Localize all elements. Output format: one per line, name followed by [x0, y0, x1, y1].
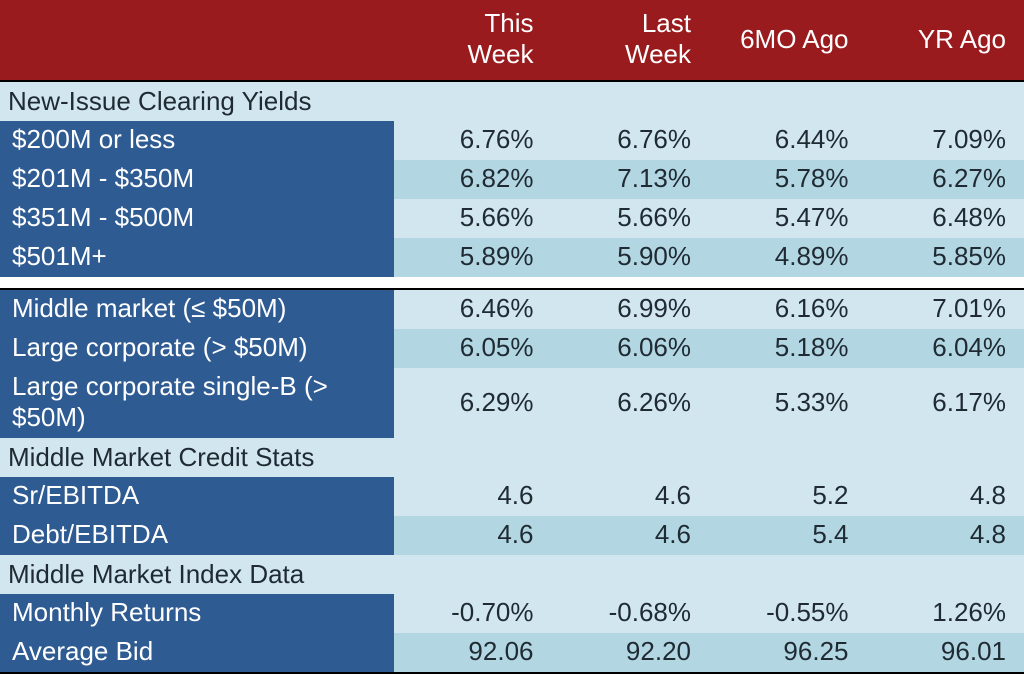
data-cell: 6.05% — [394, 329, 552, 368]
row-label: Middle market (≤ $50M) — [0, 289, 394, 329]
data-cell: 4.6 — [394, 516, 552, 555]
yields-table: This WeekLast Week6MO AgoYR AgoNew-Issue… — [0, 0, 1024, 674]
data-cell: 6.82% — [394, 160, 552, 199]
data-cell: 5.85% — [867, 238, 1024, 277]
data-cell: 92.06 — [394, 633, 552, 673]
data-cell: 1.26% — [867, 594, 1024, 633]
row-label: $351M - $500M — [0, 199, 394, 238]
data-cell: 4.89% — [709, 238, 867, 277]
data-cell: 4.8 — [867, 477, 1024, 516]
data-cell: 6.04% — [867, 329, 1024, 368]
data-cell: 5.66% — [552, 199, 710, 238]
row-label: Average Bid — [0, 633, 394, 673]
data-cell: 5.47% — [709, 199, 867, 238]
data-cell: 5.89% — [394, 238, 552, 277]
row-label: Sr/EBITDA — [0, 477, 394, 516]
data-cell: -0.55% — [709, 594, 867, 633]
column-header: YR Ago — [867, 0, 1024, 81]
data-cell: -0.70% — [394, 594, 552, 633]
column-header: 6MO Ago — [709, 0, 867, 81]
data-cell: -0.68% — [552, 594, 710, 633]
data-cell: 7.01% — [867, 289, 1024, 329]
data-cell: 5.18% — [709, 329, 867, 368]
data-cell: 5.78% — [709, 160, 867, 199]
data-cell: 6.17% — [867, 368, 1024, 438]
data-cell: 5.4 — [709, 516, 867, 555]
data-cell: 6.16% — [709, 289, 867, 329]
column-header: This Week — [394, 0, 552, 81]
data-cell: 5.90% — [552, 238, 710, 277]
data-cell: 96.25 — [709, 633, 867, 673]
column-header: Last Week — [552, 0, 710, 81]
data-cell: 5.2 — [709, 477, 867, 516]
group-spacer — [0, 277, 1024, 289]
data-cell: 92.20 — [552, 633, 710, 673]
data-cell: 6.26% — [552, 368, 710, 438]
data-cell: 6.06% — [552, 329, 710, 368]
data-cell: 4.6 — [552, 516, 710, 555]
section-title: Middle Market Credit Stats — [0, 438, 1024, 477]
row-label: Debt/EBITDA — [0, 516, 394, 555]
data-cell: 4.6 — [552, 477, 710, 516]
data-cell: 5.33% — [709, 368, 867, 438]
data-cell: 6.29% — [394, 368, 552, 438]
row-label: $201M - $350M — [0, 160, 394, 199]
row-label: $200M or less — [0, 121, 394, 160]
data-cell: 6.48% — [867, 199, 1024, 238]
data-cell: 6.27% — [867, 160, 1024, 199]
data-cell: 7.13% — [552, 160, 710, 199]
data-cell: 5.66% — [394, 199, 552, 238]
section-title: Middle Market Index Data — [0, 555, 1024, 594]
row-label: $501M+ — [0, 238, 394, 277]
header-blank — [0, 0, 394, 81]
data-cell: 96.01 — [867, 633, 1024, 673]
data-cell: 6.76% — [394, 121, 552, 160]
data-cell: 6.46% — [394, 289, 552, 329]
data-cell: 4.6 — [394, 477, 552, 516]
data-cell: 4.8 — [867, 516, 1024, 555]
section-title: New-Issue Clearing Yields — [0, 81, 1024, 121]
row-label: Large corporate (> $50M) — [0, 329, 394, 368]
data-cell: 6.44% — [709, 121, 867, 160]
row-label: Large corporate single-B (> $50M) — [0, 368, 394, 438]
data-cell: 6.99% — [552, 289, 710, 329]
data-cell: 7.09% — [867, 121, 1024, 160]
data-cell: 6.76% — [552, 121, 710, 160]
row-label: Monthly Returns — [0, 594, 394, 633]
